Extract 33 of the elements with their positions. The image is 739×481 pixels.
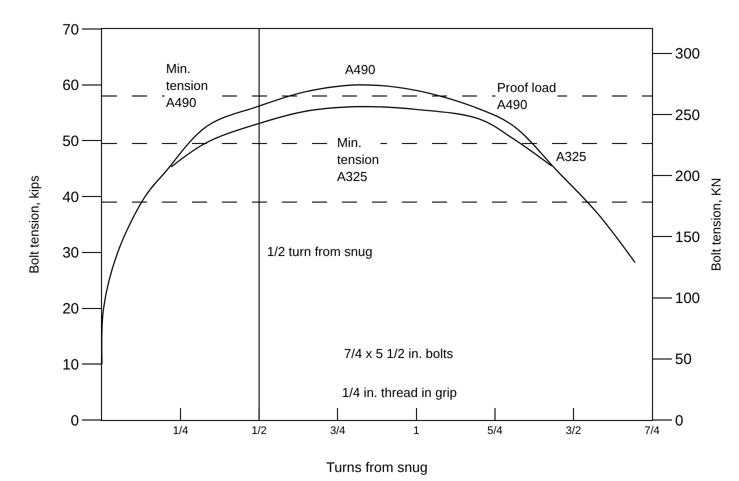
series-label: A490 (345, 62, 376, 77)
y2-tick-label: 200 (675, 168, 700, 185)
x-tick-label: 1/2 (251, 425, 267, 438)
annotation: 7/4 x 5 1/2 in. bolts (344, 346, 454, 361)
x-tick-label: 3/2 (566, 425, 582, 438)
ref-line-label: Min. tension A490 (166, 61, 208, 110)
y2-tick-label: 100 (675, 290, 700, 308)
x-tick-label: 1 (413, 425, 420, 438)
y-tick-label: 20 (62, 300, 79, 318)
ref-line-label: 1/2 turn from snug (267, 244, 372, 259)
x-tick-label: 5/4 (487, 425, 503, 438)
x-axis-title: Turns from snug (326, 459, 428, 475)
ref-line-label: Min. tension A325 (337, 135, 379, 184)
y-tick-label: 50 (62, 132, 79, 150)
y2-tick-label: 0 (675, 412, 684, 430)
y-axis-title: Bolt tension, kips (26, 174, 42, 274)
y-tick-label: 30 (62, 244, 79, 262)
y-tick-label: 70 (62, 21, 79, 38)
x-tick-label: 1/4 (172, 425, 188, 438)
y-tick-label: 0 (70, 412, 79, 430)
y-tick-label: 60 (62, 77, 79, 94)
y2-tick-label: 50 (675, 351, 692, 368)
y-tick-label: 10 (62, 356, 79, 374)
ref-line-label: Proof load A490 (497, 80, 556, 112)
series-label: A325 (556, 149, 586, 164)
annotation: 1/4 in. thread in grip (342, 385, 457, 400)
y2-tick-label: 150 (675, 228, 700, 246)
y2-axis-title: Bolt tension, KN (708, 178, 724, 272)
y-tick-label: 40 (62, 188, 79, 206)
x-tick-label: 7/4 (644, 425, 660, 438)
y2-tick-label: 300 (675, 46, 700, 63)
x-tick-label: 3/4 (330, 425, 346, 438)
y2-tick-label: 250 (675, 106, 700, 124)
